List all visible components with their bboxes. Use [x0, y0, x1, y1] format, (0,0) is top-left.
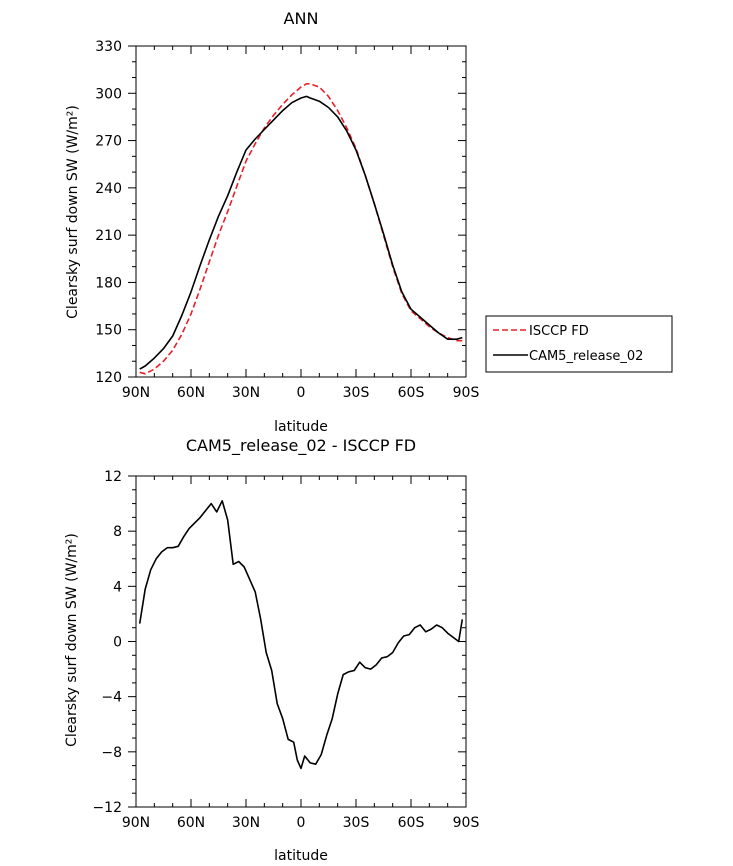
bottom-y-tick-label: 8	[113, 524, 122, 540]
top-x-tick-label: 90N	[122, 385, 150, 401]
legend-label-cam5-release-02: CAM5_release_02	[529, 349, 643, 364]
bottom-series-line-difference	[138, 499, 464, 770]
bottom-x-tick-label: 90N	[122, 815, 150, 831]
bottom-y-tick-label: −12	[92, 800, 122, 816]
top-x-axis-label: latitude	[274, 419, 328, 435]
top-y-tick-label: 180	[95, 275, 122, 291]
bottom-y-tick-label: 12	[104, 469, 122, 485]
bottom-x-tick-label: 30S	[343, 815, 370, 831]
legend: ISCCP FD CAM5_release_02	[485, 315, 673, 373]
top-y-tick-label: 300	[95, 86, 122, 102]
top-y-tick-label: 120	[95, 370, 122, 386]
bottom-y-tick-label: 0	[113, 635, 122, 651]
top-x-tick-label: 90S	[453, 385, 480, 401]
legend-box	[485, 315, 673, 373]
top-y-tick-label: 330	[95, 39, 122, 55]
top-chart-title: ANN	[284, 9, 319, 28]
bottom-y-axis-label: Clearsky surf down SW (W/m²)	[64, 533, 80, 747]
top-y-axis-label: Clearsky surf down SW (W/m²)	[65, 105, 81, 319]
top-y-tick-label: 270	[95, 134, 122, 150]
top-y-tick-label: 150	[95, 323, 122, 339]
top-x-tick-label: 30S	[343, 385, 370, 401]
bottom-x-tick-label: 90S	[453, 815, 480, 831]
top-x-tick-label: 60S	[398, 385, 425, 401]
bottom-plot-frame	[135, 475, 467, 808]
bottom-panel: CAM5_release_02 - ISCCP FD latitude Clea…	[64, 436, 479, 864]
top-x-tick-label: 60N	[177, 385, 205, 401]
bottom-y-tick-label: 4	[113, 579, 122, 595]
top-series-line-cam5-release-02	[139, 95, 463, 370]
top-plot-frame	[135, 45, 467, 378]
top-x-tick-label: 0	[297, 385, 306, 401]
top-series-line-isccp-fd	[139, 83, 463, 375]
top-x-tick-label: 30N	[232, 385, 260, 401]
bottom-x-tick-label: 60S	[398, 815, 425, 831]
top-y-tick-label: 240	[95, 181, 122, 197]
bottom-chart-title: CAM5_release_02 - ISCCP FD	[186, 436, 416, 456]
bottom-x-axis-label: latitude	[274, 848, 328, 864]
top-panel: ANN latitude Clearsky surf down SW (W/m²…	[65, 9, 479, 435]
bottom-y-tick-label: −4	[101, 690, 122, 706]
bottom-x-tick-label: 30N	[232, 815, 260, 831]
bottom-x-tick-label: 60N	[177, 815, 205, 831]
top-y-tick-label: 210	[95, 228, 122, 244]
bottom-y-tick-label: −8	[101, 745, 122, 761]
bottom-x-tick-label: 0	[297, 815, 306, 831]
legend-label-isccp-fd: ISCCP FD	[529, 324, 589, 339]
